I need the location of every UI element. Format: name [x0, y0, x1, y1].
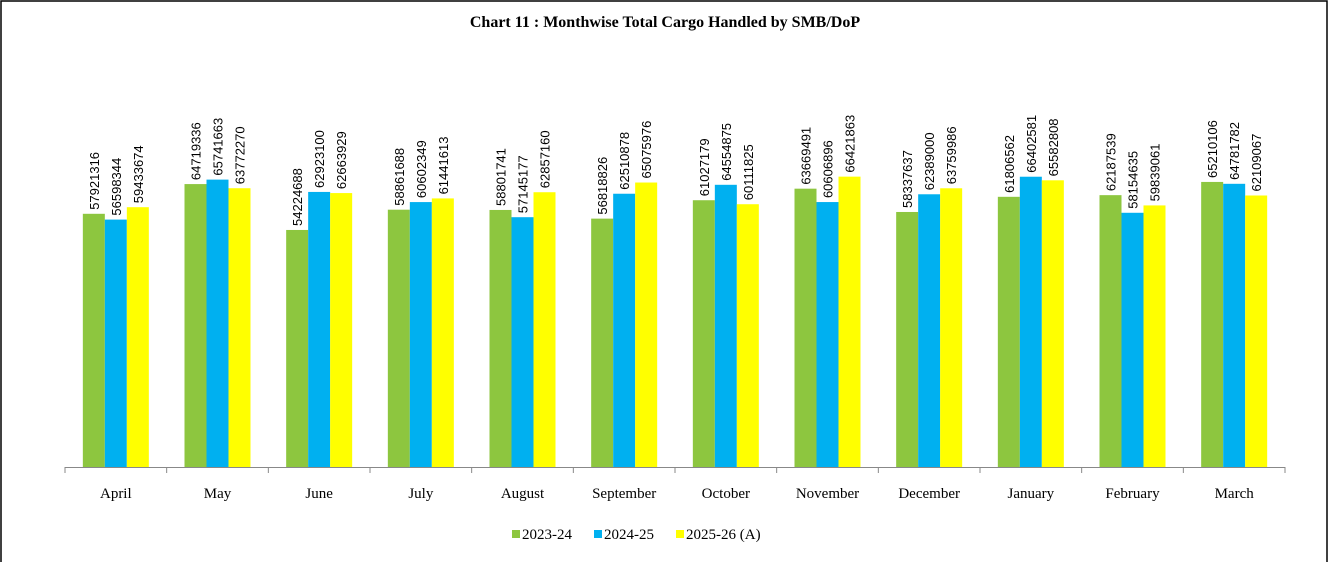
bar — [736, 204, 759, 467]
x-tick-label: February — [1105, 486, 1160, 502]
legend-label: 2025-26 (A) — [686, 527, 761, 543]
data-label: 62663929 — [334, 131, 349, 189]
bar — [228, 188, 251, 468]
legend-swatch — [512, 530, 520, 538]
data-label: 63772270 — [233, 126, 248, 184]
bar — [918, 194, 941, 468]
data-label: 64554875 — [719, 123, 734, 181]
x-tick-label: May — [204, 486, 232, 502]
bar — [1245, 195, 1268, 468]
data-label: 56818826 — [595, 157, 610, 215]
data-label: 62857160 — [538, 130, 553, 188]
bar — [330, 193, 353, 468]
x-tick-label: October — [702, 486, 750, 502]
data-label: 62923100 — [312, 130, 327, 188]
bar — [838, 176, 861, 467]
x-tick-label: December — [898, 486, 960, 502]
x-tick-label: September — [592, 486, 656, 502]
data-label: 63759986 — [944, 126, 959, 184]
data-label: 60602349 — [414, 140, 429, 198]
data-label: 60111825 — [741, 144, 756, 200]
bar — [1201, 181, 1224, 468]
data-label: 57921316 — [87, 152, 102, 210]
data-label: 56598344 — [109, 158, 124, 216]
bar — [126, 207, 149, 467]
bar — [206, 179, 229, 467]
data-label: 58861688 — [392, 148, 407, 206]
x-tick-label: June — [305, 486, 333, 502]
data-label: 62510878 — [617, 132, 632, 190]
data-label: 65741663 — [211, 118, 226, 176]
bar — [613, 193, 636, 467]
data-label: 62109067 — [1249, 134, 1264, 192]
data-label: 61027179 — [697, 138, 712, 196]
x-tick-label: November — [796, 486, 859, 502]
bar — [816, 202, 839, 467]
data-label: 65582808 — [1046, 118, 1061, 176]
data-label: 66421863 — [843, 115, 858, 173]
x-tick-label: August — [501, 486, 545, 502]
bar — [692, 200, 715, 467]
bar — [714, 184, 737, 467]
bar — [635, 182, 658, 467]
data-label: 63669491 — [799, 127, 814, 185]
data-label: 57145177 — [516, 155, 531, 213]
bar — [794, 188, 817, 467]
data-label: 65210106 — [1205, 120, 1220, 178]
data-label: 59839061 — [1148, 144, 1163, 202]
bar — [533, 192, 556, 467]
data-label: 62389000 — [922, 132, 937, 190]
data-label: 61441613 — [436, 137, 451, 195]
bar — [308, 191, 331, 467]
bar — [104, 219, 127, 467]
chart-title: Chart 11 : Monthwise Total Cargo Handled… — [470, 14, 860, 31]
bar — [997, 196, 1020, 468]
bar — [1099, 195, 1122, 467]
bar — [591, 218, 614, 467]
bar — [184, 184, 207, 467]
data-label: 58337637 — [900, 150, 915, 208]
bar — [1143, 205, 1166, 467]
bar — [896, 211, 919, 467]
data-label: 58801741 — [494, 148, 509, 206]
bar — [286, 229, 309, 467]
bar — [431, 198, 454, 467]
bar — [511, 217, 534, 467]
data-label: 59433674 — [131, 145, 146, 203]
bar — [387, 209, 410, 467]
data-label: 62187539 — [1104, 133, 1119, 191]
legend-label: 2024-25 — [604, 527, 654, 543]
data-label: 60606896 — [821, 140, 836, 198]
bar — [82, 213, 105, 467]
data-label: 54224688 — [290, 168, 305, 226]
bar — [1019, 176, 1042, 467]
bar — [1041, 180, 1064, 467]
data-label: 61806562 — [1002, 135, 1017, 193]
legend-label: 2023-24 — [522, 527, 572, 543]
legend-swatch — [676, 530, 684, 538]
data-label: 64719336 — [189, 122, 204, 180]
data-label: 64781782 — [1227, 122, 1242, 180]
x-tick-label: July — [408, 486, 434, 502]
bar — [940, 188, 963, 467]
bar — [1121, 212, 1144, 467]
bar — [1223, 183, 1246, 467]
data-label: 58154635 — [1126, 151, 1141, 209]
bar — [489, 209, 512, 467]
x-tick-label: January — [1008, 486, 1055, 502]
x-tick-label: April — [100, 486, 132, 502]
data-label: 66402581 — [1024, 115, 1039, 173]
x-tick-label: March — [1215, 486, 1255, 502]
legend-swatch — [594, 530, 602, 538]
data-label: 65075976 — [639, 121, 654, 179]
bar — [409, 202, 432, 467]
